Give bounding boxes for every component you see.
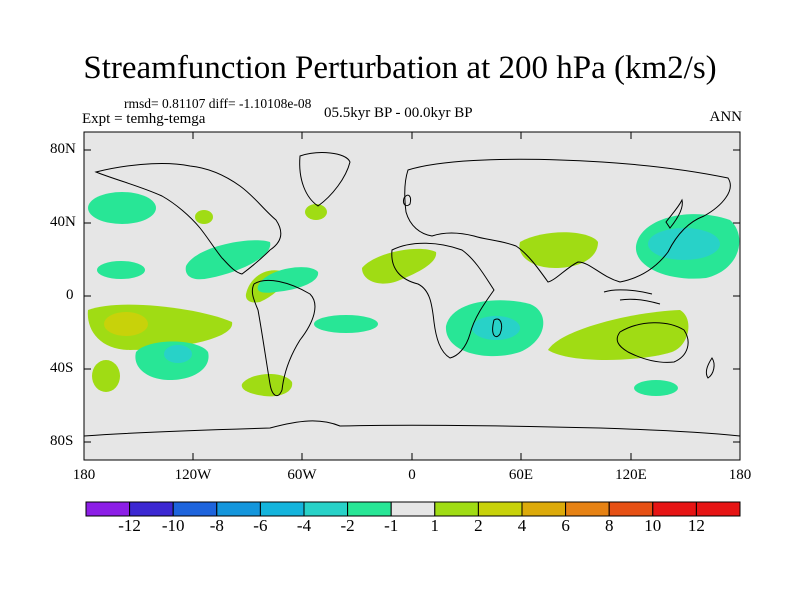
lat-label-40n: 40N: [50, 214, 76, 230]
contour-north-america-negative: [185, 240, 271, 280]
lat-label-0: 0: [66, 287, 74, 303]
lon-label-60w: 60W: [287, 467, 317, 483]
coast-africa: [391, 242, 495, 359]
lon-label-0: 0: [408, 467, 416, 483]
colorbar-label: -8: [209, 516, 224, 535]
colorbar-label: 6: [561, 516, 570, 535]
colorbar-label: 10: [644, 516, 662, 535]
lat-label-80n: 80N: [50, 141, 76, 157]
contour-south-pacific-min: [164, 345, 192, 363]
lon-label-180w: 180: [72, 467, 96, 483]
colorbar-box-11: [565, 501, 610, 517]
colorbar-box-10: [521, 501, 567, 517]
lat-label-40s: 40S: [50, 360, 74, 376]
colorbar-box-1: [129, 501, 174, 517]
colorbar-label: -6: [253, 516, 268, 535]
contour-north-pacific-negative: [88, 192, 156, 224]
colorbar-box-2: [172, 501, 218, 517]
contour-patagonia-positive: [241, 373, 293, 397]
colorbar-box-8: [434, 501, 479, 517]
map-ticks: [84, 132, 740, 460]
map-title: Streamfunction Perturbation at 200 hPa (…: [83, 50, 717, 86]
contour-north-atlantic-positive: [305, 204, 327, 220]
contour-west-pacific-min: [648, 228, 720, 260]
contour-south-atlantic-negative: [314, 315, 378, 333]
contour-southeast-pacific-positive: [92, 360, 120, 392]
stats-text: rmsd= 0.81107 diff= -1.10108e-08: [124, 96, 312, 111]
colorbar-box-14: [695, 501, 741, 517]
coast-japan: [665, 198, 683, 229]
colorbar-label: -12: [118, 516, 141, 535]
coast-new-zealand: [705, 357, 715, 379]
colorbar-label: -1: [384, 516, 399, 535]
colorbar-label: -4: [296, 516, 312, 535]
colorbar-label: 8: [604, 516, 614, 535]
coast-greenland: [299, 152, 351, 207]
coast-eurasia: [404, 158, 731, 283]
colorbar-label: 4: [517, 516, 527, 535]
colorbar-label: 2: [474, 516, 483, 535]
coastlines: [84, 152, 740, 437]
colorbar-box-7: [390, 501, 436, 517]
coast-antarctica: [84, 420, 740, 437]
experiment-text: Expt = temhg-temga: [82, 111, 206, 127]
colorbar-label: 1: [430, 516, 440, 535]
contour-asia-positive: [519, 232, 598, 268]
colorbar-box-3: [216, 501, 261, 517]
lon-label-180e: 180: [728, 467, 752, 483]
colorbar-box-0: [85, 501, 131, 517]
colorbar-label: -2: [340, 516, 355, 535]
contour-south-pacific-max: [104, 312, 148, 336]
contour-tasman-negative: [634, 380, 678, 396]
map-background: [84, 132, 740, 460]
colorbar-box-4: [259, 501, 305, 517]
season-text: ANN: [709, 109, 743, 125]
colorbar-box-5: [303, 501, 349, 517]
period-text: 05.5kyr BP - 00.0kyr BP: [324, 105, 473, 121]
coast-north-america: [94, 163, 282, 275]
colorbar: [85, 501, 741, 517]
lon-label-120w: 120W: [174, 467, 212, 483]
contour-atlantic-negative: [257, 267, 319, 293]
coast-australia: [616, 322, 689, 363]
coast-indonesia: [603, 289, 661, 305]
lon-label-60e: 60E: [508, 467, 534, 483]
colorbar-box-13: [652, 501, 697, 517]
contour-indian-ocean-min: [472, 316, 520, 340]
coast-madagascar: [492, 318, 503, 338]
contour-africa-positive: [362, 248, 437, 284]
colorbar-box-6: [347, 501, 392, 517]
coast-british-isles: [403, 194, 411, 207]
lat-label-80s: 80S: [50, 433, 74, 449]
lon-label-120e: 120E: [615, 467, 647, 483]
colorbar-label: -10: [161, 516, 185, 535]
colorbar-box-9: [477, 501, 523, 517]
contour-north-america-positive: [195, 210, 213, 224]
colorbar-label: 12: [687, 516, 705, 535]
colorbar-box-12: [608, 501, 654, 517]
contour-central-pacific-negative: [97, 261, 145, 279]
coast-south-america: [251, 279, 316, 397]
